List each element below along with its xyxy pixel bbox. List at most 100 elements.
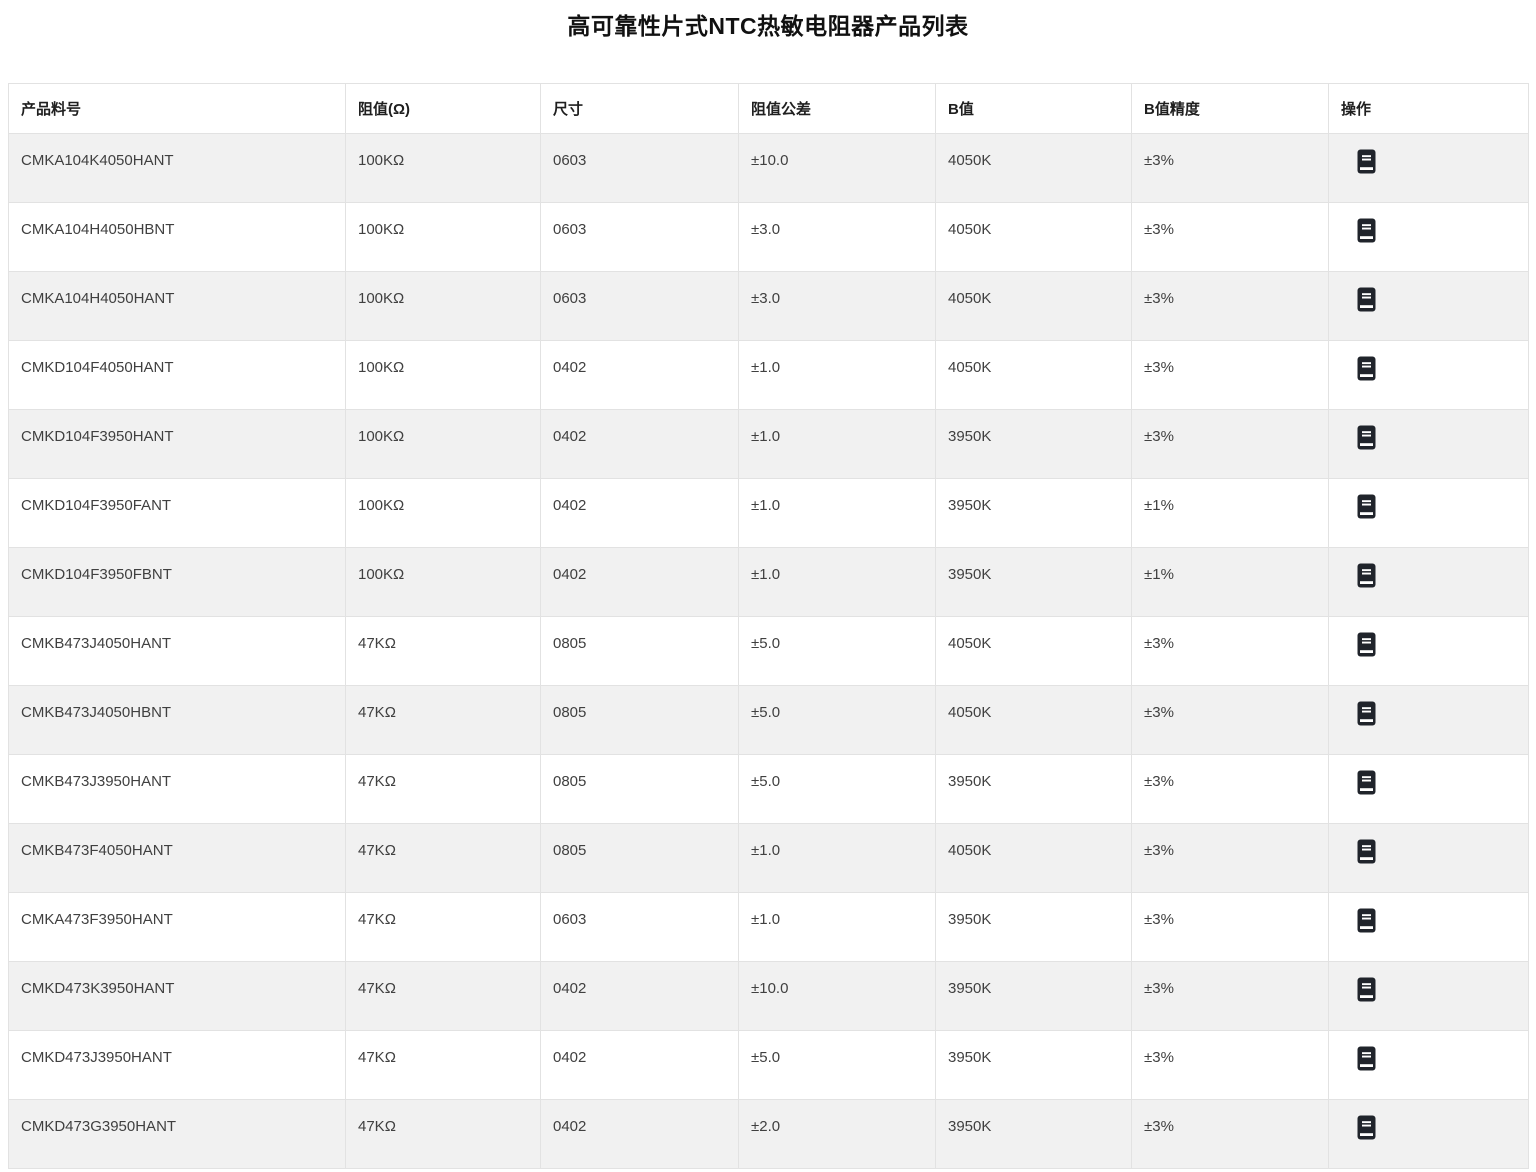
datasheet-icon (1357, 632, 1376, 657)
cell-size: 0402 (540, 547, 739, 617)
cell-action (1328, 133, 1529, 203)
column-header-resistance: 阻值(Ω) (345, 83, 541, 134)
cell-b-precision: ±3% (1131, 271, 1329, 341)
view-datasheet-button[interactable] (1357, 1046, 1376, 1071)
cell-action (1328, 202, 1529, 272)
cell-part-number: CMKB473J4050HBNT (8, 685, 346, 755)
table-row: CMKB473J3950HANT 47KΩ 0805 ±5.0 3950K ±3… (8, 754, 1529, 824)
cell-size: 0402 (540, 409, 739, 479)
cell-b-value: 4050K (935, 340, 1132, 410)
cell-b-value: 3950K (935, 547, 1132, 617)
table-row: CMKD473J3950HANT 47KΩ 0402 ±5.0 3950K ±3… (8, 1030, 1529, 1100)
cell-size: 0402 (540, 1030, 739, 1100)
cell-tolerance: ±1.0 (738, 892, 936, 962)
view-datasheet-button[interactable] (1357, 425, 1376, 450)
datasheet-icon (1357, 1115, 1376, 1140)
datasheet-icon (1357, 149, 1376, 174)
view-datasheet-button[interactable] (1357, 977, 1376, 1002)
cell-b-precision: ±1% (1131, 478, 1329, 548)
cell-b-value: 4050K (935, 271, 1132, 341)
view-datasheet-button[interactable] (1357, 632, 1376, 657)
datasheet-icon (1357, 977, 1376, 1002)
view-datasheet-button[interactable] (1357, 701, 1376, 726)
datasheet-icon (1357, 908, 1376, 933)
cell-b-precision: ±3% (1131, 754, 1329, 824)
cell-action (1328, 547, 1529, 617)
cell-size: 0603 (540, 892, 739, 962)
view-datasheet-button[interactable] (1357, 494, 1376, 519)
view-datasheet-button[interactable] (1357, 356, 1376, 381)
cell-part-number: CMKD473G3950HANT (8, 1099, 346, 1169)
cell-tolerance: ±3.0 (738, 202, 936, 272)
datasheet-icon (1357, 494, 1376, 519)
cell-size: 0402 (540, 340, 739, 410)
cell-action (1328, 478, 1529, 548)
cell-action (1328, 961, 1529, 1031)
cell-tolerance: ±1.0 (738, 478, 936, 548)
datasheet-icon (1357, 425, 1376, 450)
cell-b-precision: ±3% (1131, 340, 1329, 410)
cell-size: 0805 (540, 685, 739, 755)
cell-tolerance: ±1.0 (738, 409, 936, 479)
cell-resistance: 100KΩ (345, 547, 541, 617)
view-datasheet-button[interactable] (1357, 770, 1376, 795)
column-header-part-number: 产品料号 (8, 83, 346, 134)
cell-action (1328, 340, 1529, 410)
column-header-b-value: B值 (935, 83, 1132, 134)
view-datasheet-button[interactable] (1357, 563, 1376, 588)
table-row: CMKD473G3950HANT 47KΩ 0402 ±2.0 3950K ±3… (8, 1099, 1529, 1169)
table-header: 产品料号 阻值(Ω) 尺寸 阻值公差 B值 B值精度 操作 (8, 83, 1529, 134)
cell-resistance: 47KΩ (345, 823, 541, 893)
cell-size: 0402 (540, 1099, 739, 1169)
table-row: CMKA473F3950HANT 47KΩ 0603 ±1.0 3950K ±3… (8, 892, 1529, 962)
view-datasheet-button[interactable] (1357, 839, 1376, 864)
cell-action (1328, 616, 1529, 686)
view-datasheet-button[interactable] (1357, 908, 1376, 933)
table-row: CMKD473K3950HANT 47KΩ 0402 ±10.0 3950K ±… (8, 961, 1529, 1031)
cell-resistance: 47KΩ (345, 1099, 541, 1169)
cell-part-number: CMKA104H4050HBNT (8, 202, 346, 272)
table-row: CMKB473F4050HANT 47KΩ 0805 ±1.0 4050K ±3… (8, 823, 1529, 893)
cell-resistance: 100KΩ (345, 478, 541, 548)
cell-part-number: CMKD104F3950FANT (8, 478, 346, 548)
cell-resistance: 47KΩ (345, 961, 541, 1031)
table-header-row: 产品料号 阻值(Ω) 尺寸 阻值公差 B值 B值精度 操作 (8, 83, 1529, 134)
cell-action (1328, 1099, 1529, 1169)
cell-size: 0805 (540, 616, 739, 686)
datasheet-icon (1357, 1046, 1376, 1071)
cell-b-precision: ±3% (1131, 892, 1329, 962)
cell-action (1328, 1030, 1529, 1100)
table-row: CMKD104F3950FBNT 100KΩ 0402 ±1.0 3950K ±… (8, 547, 1529, 617)
cell-part-number: CMKB473J4050HANT (8, 616, 346, 686)
cell-resistance: 47KΩ (345, 892, 541, 962)
datasheet-icon (1357, 356, 1376, 381)
cell-action (1328, 271, 1529, 341)
cell-part-number: CMKA104H4050HANT (8, 271, 346, 341)
cell-b-precision: ±3% (1131, 961, 1329, 1031)
table-row: CMKA104H4050HBNT 100KΩ 0603 ±3.0 4050K ±… (8, 202, 1529, 272)
cell-b-value: 4050K (935, 616, 1132, 686)
cell-resistance: 47KΩ (345, 685, 541, 755)
cell-resistance: 100KΩ (345, 202, 541, 272)
cell-tolerance: ±1.0 (738, 547, 936, 617)
cell-b-value: 3950K (935, 754, 1132, 824)
cell-size: 0603 (540, 202, 739, 272)
view-datasheet-button[interactable] (1357, 1115, 1376, 1140)
cell-b-value: 3950K (935, 892, 1132, 962)
view-datasheet-button[interactable] (1357, 287, 1376, 312)
view-datasheet-button[interactable] (1357, 149, 1376, 174)
table-row: CMKD104F3950HANT 100KΩ 0402 ±1.0 3950K ±… (8, 409, 1529, 479)
cell-tolerance: ±5.0 (738, 685, 936, 755)
page-title: 高可靠性片式NTC热敏电阻器产品列表 (567, 13, 969, 39)
cell-b-value: 3950K (935, 961, 1132, 1031)
cell-resistance: 47KΩ (345, 616, 541, 686)
cell-tolerance: ±10.0 (738, 961, 936, 1031)
table-row: CMKB473J4050HANT 47KΩ 0805 ±5.0 4050K ±3… (8, 616, 1529, 686)
cell-part-number: CMKD473J3950HANT (8, 1030, 346, 1100)
view-datasheet-button[interactable] (1357, 218, 1376, 243)
cell-size: 0603 (540, 271, 739, 341)
table-row: CMKA104K4050HANT 100KΩ 0603 ±10.0 4050K … (8, 133, 1529, 203)
cell-size: 0402 (540, 478, 739, 548)
cell-resistance: 47KΩ (345, 754, 541, 824)
cell-resistance: 100KΩ (345, 340, 541, 410)
